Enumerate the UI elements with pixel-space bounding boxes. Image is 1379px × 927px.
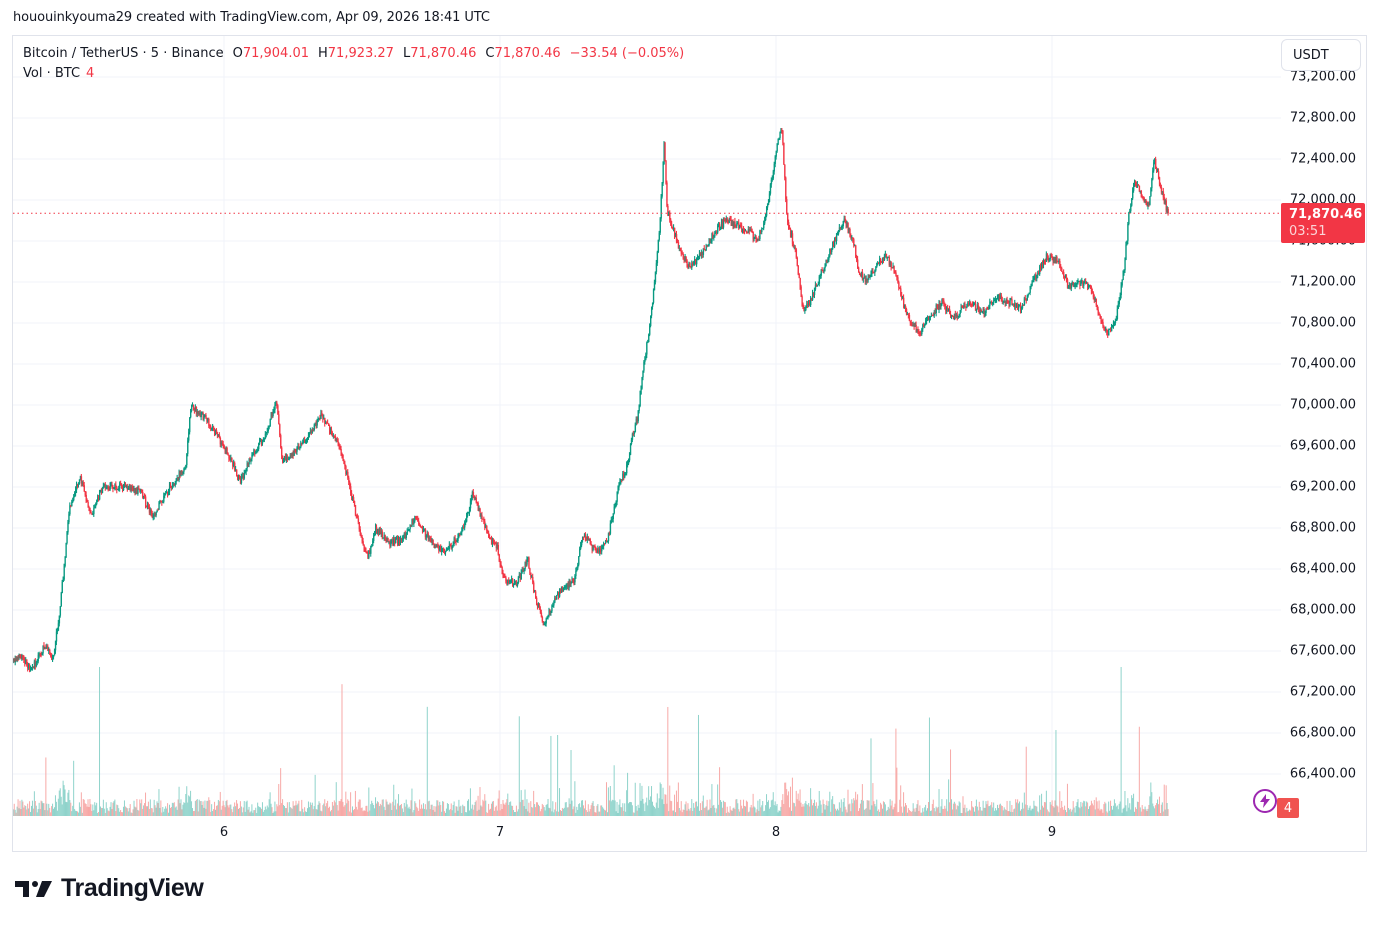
price-tick: 69,600.00	[1289, 438, 1356, 454]
volume-badge: 4	[1277, 798, 1299, 818]
price-tick: 68,800.00	[1289, 520, 1356, 536]
last-price: 71,870.46	[1289, 207, 1363, 222]
open-key: O	[232, 46, 243, 61]
time-tick: 9	[1047, 825, 1057, 840]
currency-button[interactable]: USDT	[1281, 39, 1361, 71]
volume-legend-row: Vol · BTC 4	[23, 64, 684, 84]
time-tick: 7	[495, 825, 505, 840]
price-tick: 69,200.00	[1289, 479, 1356, 495]
price-tick: 68,400.00	[1289, 561, 1356, 577]
change-value: −33.54 (−0.05%)	[569, 46, 685, 61]
volume-value: 4	[86, 66, 95, 81]
tradingview-brand[interactable]: TradingView	[15, 874, 204, 903]
low-key: L	[402, 46, 411, 61]
price-tick: 70,000.00	[1289, 397, 1356, 413]
close-key: C	[485, 46, 495, 61]
price-tick: 72,800.00	[1289, 110, 1356, 126]
open-value: 71,904.01	[242, 46, 309, 61]
price-tick: 67,600.00	[1289, 643, 1356, 659]
low-value: 71,870.46	[410, 46, 477, 61]
time-tick: 6	[219, 825, 229, 840]
high-value: 71,923.27	[327, 46, 394, 61]
price-tick: 67,200.00	[1289, 684, 1356, 700]
close-value: 71,870.46	[494, 46, 561, 61]
price-tick: 70,400.00	[1289, 356, 1356, 372]
lightning-bolt-icon[interactable]	[1253, 789, 1277, 813]
chart-frame: Bitcoin / TetherUS · 5 · Binance O 71,90…	[12, 35, 1367, 852]
price-tick: 66,400.00	[1289, 766, 1356, 782]
price-tick: 66,800.00	[1289, 725, 1356, 741]
price-tick: 73,200.00	[1289, 69, 1356, 85]
symbol-title[interactable]: Bitcoin / TetherUS · 5 · Binance	[23, 46, 224, 61]
volume-label[interactable]: Vol · BTC	[23, 66, 81, 81]
tradingview-logo-icon	[15, 880, 52, 897]
last-price-label: 71,870.46 03:51	[1281, 203, 1365, 243]
chart-plot-area[interactable]	[13, 36, 1281, 816]
time-axis[interactable]: 6 7 8 9	[13, 816, 1281, 852]
chart-credit: hououinkyouma29 created with TradingView…	[13, 10, 490, 25]
high-key: H	[318, 46, 328, 61]
bar-countdown: 03:51	[1289, 224, 1327, 239]
price-tick: 71,200.00	[1289, 274, 1356, 290]
time-tick: 8	[771, 825, 781, 840]
price-axis[interactable]: 73,200.0072,800.0072,400.0072,000.0071,6…	[1281, 36, 1368, 816]
price-tick: 70,800.00	[1289, 315, 1356, 331]
price-tick: 72,400.00	[1289, 151, 1356, 167]
ohlc-legend-row: Bitcoin / TetherUS · 5 · Binance O 71,90…	[23, 44, 684, 64]
candlestick-chart[interactable]	[13, 36, 1281, 816]
chart-legend: Bitcoin / TetherUS · 5 · Binance O 71,90…	[23, 44, 684, 84]
price-tick: 68,000.00	[1289, 602, 1356, 618]
brand-name: TradingView	[61, 874, 204, 902]
